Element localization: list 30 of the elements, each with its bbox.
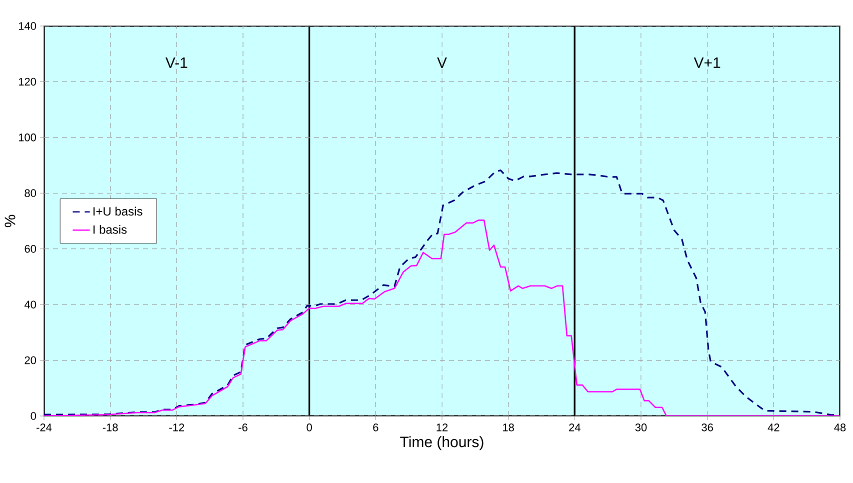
y-tick-label: 140 <box>18 22 36 30</box>
y-tick-label: 60 <box>24 244 36 253</box>
legend-label: I basis <box>94 225 127 234</box>
band-label: V+1 <box>694 58 720 68</box>
x-tick-label: -18 <box>102 424 118 432</box>
band-label: V <box>437 58 447 68</box>
y-tick-label: 20 <box>24 356 36 364</box>
x-tick-label: 42 <box>768 424 780 432</box>
x-tick-label: 36 <box>702 424 713 432</box>
x-tick-label: 0 <box>306 424 312 432</box>
line-series <box>44 220 840 416</box>
x-tick-label: -6 <box>238 424 248 432</box>
band-label: V-1 <box>165 58 188 68</box>
y-tick-label: 120 <box>18 78 36 86</box>
x-tick-label: 12 <box>436 424 448 432</box>
x-tick-label: 24 <box>569 424 580 432</box>
x-axis-title: Time (hours) <box>400 436 484 450</box>
y-tick-label: 0 <box>30 412 36 420</box>
x-tick-label: -24 <box>36 424 52 432</box>
line-series <box>44 170 840 416</box>
y-tick-label: 100 <box>18 134 36 142</box>
x-tick-label: 6 <box>373 424 378 432</box>
x-tick-label: 48 <box>834 424 846 432</box>
x-tick-label: 18 <box>503 424 514 432</box>
y-tick-label: 80 <box>24 189 36 198</box>
y-tick-label: 40 <box>24 300 36 308</box>
y-axis-title: % <box>4 214 16 228</box>
x-tick-label: -12 <box>169 424 184 432</box>
x-tick-label: 30 <box>635 424 647 432</box>
legend-label: I+U basis <box>94 206 142 216</box>
